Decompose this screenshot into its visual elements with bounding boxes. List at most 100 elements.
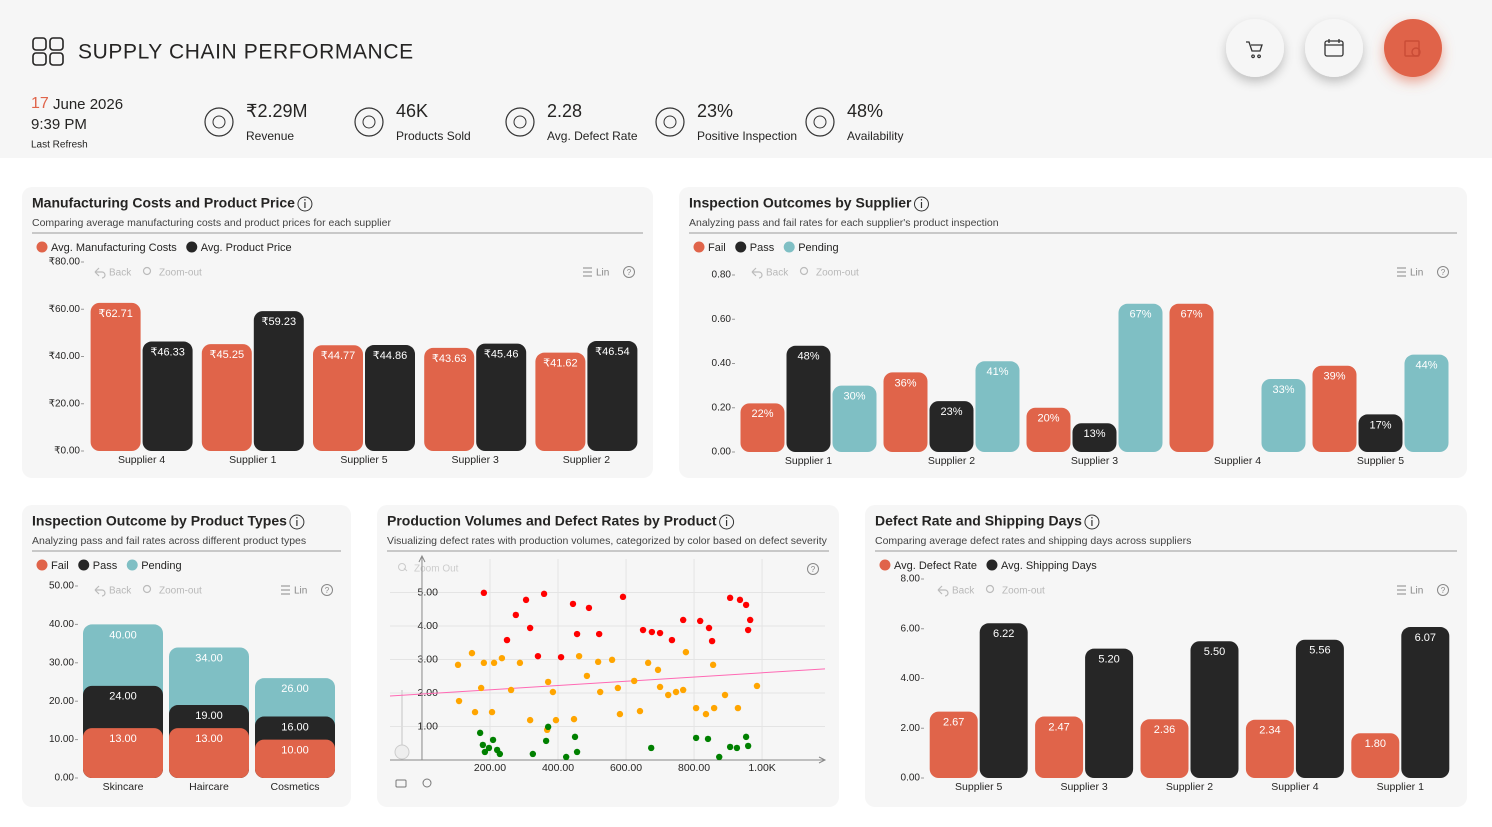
bar	[832, 385, 877, 452]
back-button[interactable]: Back	[109, 268, 132, 279]
point	[476, 729, 484, 737]
point	[668, 636, 676, 644]
help-button[interactable]: ?	[1441, 586, 1446, 595]
info-icon[interactable]	[1084, 514, 1100, 530]
point	[479, 741, 487, 749]
legend-swatch	[693, 241, 705, 253]
y-tick-label: 4.00	[418, 620, 439, 632]
point	[656, 683, 664, 691]
point	[595, 630, 603, 638]
point	[575, 652, 583, 660]
x-tick-label: Haircare	[189, 781, 229, 793]
bar	[1118, 303, 1163, 452]
bar	[587, 341, 638, 451]
zoom-out-button[interactable]: Zoom Out	[414, 564, 459, 575]
bar	[476, 343, 527, 451]
back-button[interactable]: Back	[952, 586, 975, 597]
point	[679, 686, 687, 694]
point	[704, 735, 712, 743]
lin-button[interactable]: Lin	[294, 586, 307, 597]
zoom-icon	[142, 584, 152, 594]
data-label: ₹46.33	[150, 346, 185, 358]
bar	[1035, 716, 1084, 778]
data-label: 34.00	[195, 652, 223, 664]
chart-subtitle: Comparing average manufacturing costs an…	[32, 217, 391, 229]
chart-title: Manufacturing Costs and Product Price	[32, 195, 295, 211]
chart-title: Inspection Outcomes by Supplier	[689, 195, 912, 211]
list-icon	[281, 585, 290, 595]
x-tick-label: Supplier 1	[785, 455, 832, 467]
list-icon	[1397, 585, 1406, 595]
y-tick-label: 5.00	[418, 586, 439, 598]
nav-button[interactable]	[1226, 19, 1284, 77]
data-label: 1.80	[1365, 738, 1386, 750]
point	[733, 744, 741, 752]
legend-swatch	[735, 241, 747, 253]
bar	[1085, 648, 1134, 778]
bar	[979, 623, 1028, 778]
x-tick-label: Supplier 3	[452, 454, 499, 466]
lin-button[interactable]: Lin	[1410, 586, 1423, 597]
point	[557, 653, 565, 661]
bar	[142, 341, 193, 451]
data-label: 2.47	[1048, 721, 1069, 733]
x-tick-label: Cosmetics	[270, 781, 319, 793]
legend-label: Fail	[51, 560, 69, 572]
x-tick-label: Supplier 1	[229, 454, 276, 466]
data-label: 2.67	[943, 716, 964, 728]
info-icon[interactable]	[719, 514, 735, 530]
zoom-slider-handle[interactable]	[394, 744, 410, 760]
help-button[interactable]: ?	[627, 268, 632, 277]
help-button[interactable]: ?	[325, 586, 330, 595]
help-button[interactable]: ?	[1441, 268, 1446, 277]
info-icon[interactable]	[289, 514, 305, 530]
zoom-out-button[interactable]: Zoom-out	[1002, 586, 1045, 597]
point	[544, 723, 552, 731]
data-label: 67%	[1180, 309, 1202, 321]
point	[544, 678, 552, 686]
point	[489, 736, 497, 744]
data-label: 23%	[940, 406, 962, 418]
kpi-label: Positive Inspection	[697, 129, 797, 143]
point	[454, 661, 462, 669]
point	[708, 637, 716, 645]
help-button[interactable]: ?	[811, 565, 816, 574]
y-tick-label: 8.00	[901, 574, 921, 585]
kpi-value: ₹2.29M	[246, 101, 307, 121]
back-button[interactable]: Back	[109, 586, 132, 597]
point	[630, 677, 638, 685]
info-icon[interactable]	[913, 196, 929, 212]
zoom-out-button[interactable]: Zoom-out	[816, 268, 859, 279]
data-label: ₹45.46	[484, 349, 519, 361]
x-tick-label: Supplier 5	[1357, 455, 1404, 467]
zoom-out-button[interactable]: Zoom-out	[159, 268, 202, 279]
bar	[883, 372, 928, 452]
legend-swatch	[783, 241, 795, 253]
data-label: 67%	[1129, 309, 1151, 321]
nav-button[interactable]	[1305, 19, 1363, 77]
data-label: 30%	[843, 391, 865, 403]
dashboard-title: SUPPLY CHAIN PERFORMANCE	[78, 41, 414, 64]
x-tick-label: 200.00	[474, 762, 506, 774]
point	[710, 704, 718, 712]
chart-title: Defect Rate and Shipping Days	[875, 513, 1082, 529]
camera-icon	[395, 779, 407, 788]
data-label: ₹62.71	[98, 308, 133, 320]
point	[665, 691, 672, 699]
refresh-day: 17	[31, 95, 49, 112]
point	[608, 656, 616, 664]
zoom-out-button[interactable]: Zoom-out	[159, 586, 202, 597]
zoom-icon	[403, 567, 408, 572]
point	[573, 748, 581, 756]
bar	[90, 302, 141, 451]
point	[742, 601, 750, 609]
nav-button[interactable]	[1384, 19, 1442, 77]
lin-button[interactable]: Lin	[596, 268, 609, 279]
point	[716, 753, 723, 761]
back-button[interactable]: Back	[766, 268, 789, 279]
info-icon[interactable]	[297, 196, 313, 212]
lin-button[interactable]: Lin	[1410, 268, 1423, 279]
data-label: ₹59.23	[262, 316, 297, 328]
logo-icon	[32, 37, 64, 66]
